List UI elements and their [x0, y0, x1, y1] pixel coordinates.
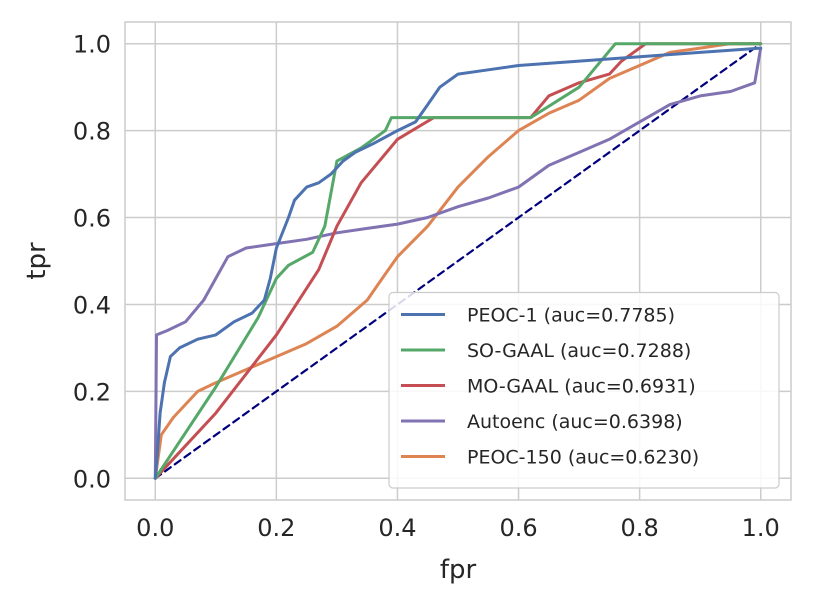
y-tick-label: 0.0 [73, 465, 111, 493]
series-line-so-gaal [153, 42, 763, 480]
legend-label: PEOC-150 (auc=0.6230) [467, 447, 699, 469]
y-tick-label: 0.8 [73, 118, 111, 146]
tick-layer: 0.0 0.2 0.4 0.6 0.8 1.0 0.0 0.2 0.4 0.6 0.8 1.0 [73, 31, 780, 542]
legend-label: PEOC-1 (auc=0.7785) [467, 305, 675, 327]
legend: PEOC-1 (auc=0.7785) SO-GAAL (auc=0.7288) M… [388, 291, 780, 489]
y-tick-label: 0.2 [73, 378, 111, 406]
legend-label: Autoenc (auc=0.6398) [467, 411, 683, 433]
y-tick-label: 0.6 [73, 205, 111, 233]
x-axis-label: fpr [440, 555, 477, 585]
y-axis-label: tpr [22, 242, 52, 280]
x-tick-label: 0.2 [257, 514, 295, 542]
x-tick-label: 0.4 [378, 514, 416, 542]
legend-label: SO-GAAL (auc=0.7288) [467, 340, 691, 362]
series-layer [153, 42, 763, 480]
x-tick-label: 1.0 [742, 514, 780, 542]
reference-diagonal-line [154, 42, 762, 480]
series-line-peoc-150 [153, 42, 763, 480]
x-tick-label: 0.0 [136, 514, 174, 542]
x-tick-label: 0.6 [499, 514, 537, 542]
series-line-autoenc [153, 46, 763, 480]
y-tick-label: 1.0 [73, 31, 111, 59]
series-line-peoc-1 [153, 46, 763, 480]
legend-box [388, 291, 780, 489]
x-tick-label: 0.8 [621, 514, 659, 542]
y-tick-label: 0.4 [73, 291, 111, 319]
legend-label: MO-GAAL (auc=0.6931) [467, 376, 696, 398]
